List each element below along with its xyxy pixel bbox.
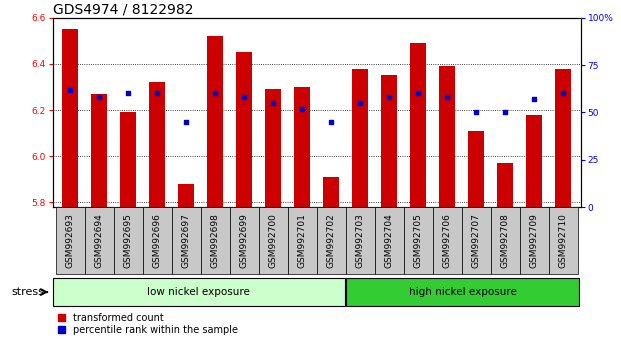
Text: GSM992710: GSM992710 (559, 213, 568, 268)
Bar (265, 89, 281, 207)
Text: GSM992704: GSM992704 (385, 213, 394, 268)
Point (211, 91, 220, 96)
FancyBboxPatch shape (462, 207, 491, 274)
Point (413, 91, 423, 96)
Text: GSM992699: GSM992699 (240, 213, 248, 268)
Point (65, 87, 75, 92)
Text: GSM992703: GSM992703 (356, 213, 365, 268)
Bar (468, 131, 484, 207)
Bar (178, 184, 194, 207)
FancyBboxPatch shape (143, 207, 171, 274)
Text: GSM992708: GSM992708 (501, 213, 510, 268)
FancyBboxPatch shape (114, 207, 143, 274)
FancyBboxPatch shape (171, 207, 201, 274)
Point (529, 96, 539, 102)
Point (558, 91, 568, 96)
Text: GSM992706: GSM992706 (443, 213, 451, 268)
FancyBboxPatch shape (230, 207, 259, 274)
Bar (439, 66, 455, 207)
Point (355, 100, 365, 106)
Text: GSM992701: GSM992701 (297, 213, 307, 268)
FancyBboxPatch shape (346, 278, 579, 307)
Text: GSM992707: GSM992707 (472, 213, 481, 268)
Text: GSM992709: GSM992709 (530, 213, 539, 268)
Text: stress: stress (11, 287, 44, 297)
Bar (381, 75, 397, 207)
FancyBboxPatch shape (317, 207, 346, 274)
FancyBboxPatch shape (433, 207, 462, 274)
Text: GSM992693: GSM992693 (66, 213, 75, 268)
Legend: transformed count, percentile rank within the sample: transformed count, percentile rank withi… (58, 313, 238, 335)
Text: GSM992696: GSM992696 (153, 213, 161, 268)
FancyBboxPatch shape (53, 278, 345, 307)
FancyBboxPatch shape (56, 207, 84, 274)
FancyBboxPatch shape (259, 207, 288, 274)
FancyBboxPatch shape (404, 207, 433, 274)
Text: GSM992695: GSM992695 (124, 213, 133, 268)
Text: high nickel exposure: high nickel exposure (409, 287, 517, 297)
Point (94, 95, 104, 100)
FancyBboxPatch shape (84, 207, 114, 274)
FancyBboxPatch shape (374, 207, 404, 274)
Text: GSM992702: GSM992702 (327, 213, 336, 268)
Point (384, 95, 394, 100)
Bar (294, 87, 310, 207)
FancyBboxPatch shape (549, 207, 578, 274)
Bar (120, 112, 136, 207)
Point (181, 119, 191, 125)
Point (501, 110, 510, 115)
Bar (497, 163, 513, 207)
Bar (207, 36, 223, 207)
Point (123, 91, 133, 96)
Point (268, 100, 278, 106)
Text: GSM992705: GSM992705 (414, 213, 423, 268)
Bar (236, 52, 252, 207)
Text: GSM992694: GSM992694 (94, 213, 104, 268)
FancyBboxPatch shape (288, 207, 317, 274)
Text: GSM992698: GSM992698 (211, 213, 220, 268)
Point (471, 110, 481, 115)
Bar (526, 115, 542, 207)
Bar (324, 177, 339, 207)
Point (442, 95, 452, 100)
Point (297, 106, 307, 112)
Bar (62, 29, 78, 207)
Point (239, 95, 249, 100)
FancyBboxPatch shape (346, 207, 374, 274)
Bar (91, 94, 107, 207)
Point (152, 91, 162, 96)
Bar (410, 43, 426, 207)
FancyBboxPatch shape (491, 207, 520, 274)
Text: GDS4974 / 8122982: GDS4974 / 8122982 (53, 2, 193, 17)
FancyBboxPatch shape (201, 207, 230, 274)
Point (326, 119, 336, 125)
Text: GSM992700: GSM992700 (269, 213, 278, 268)
Bar (149, 82, 165, 207)
Text: low nickel exposure: low nickel exposure (147, 287, 250, 297)
Bar (555, 69, 571, 207)
FancyBboxPatch shape (520, 207, 549, 274)
Text: GSM992697: GSM992697 (182, 213, 191, 268)
Bar (352, 69, 368, 207)
